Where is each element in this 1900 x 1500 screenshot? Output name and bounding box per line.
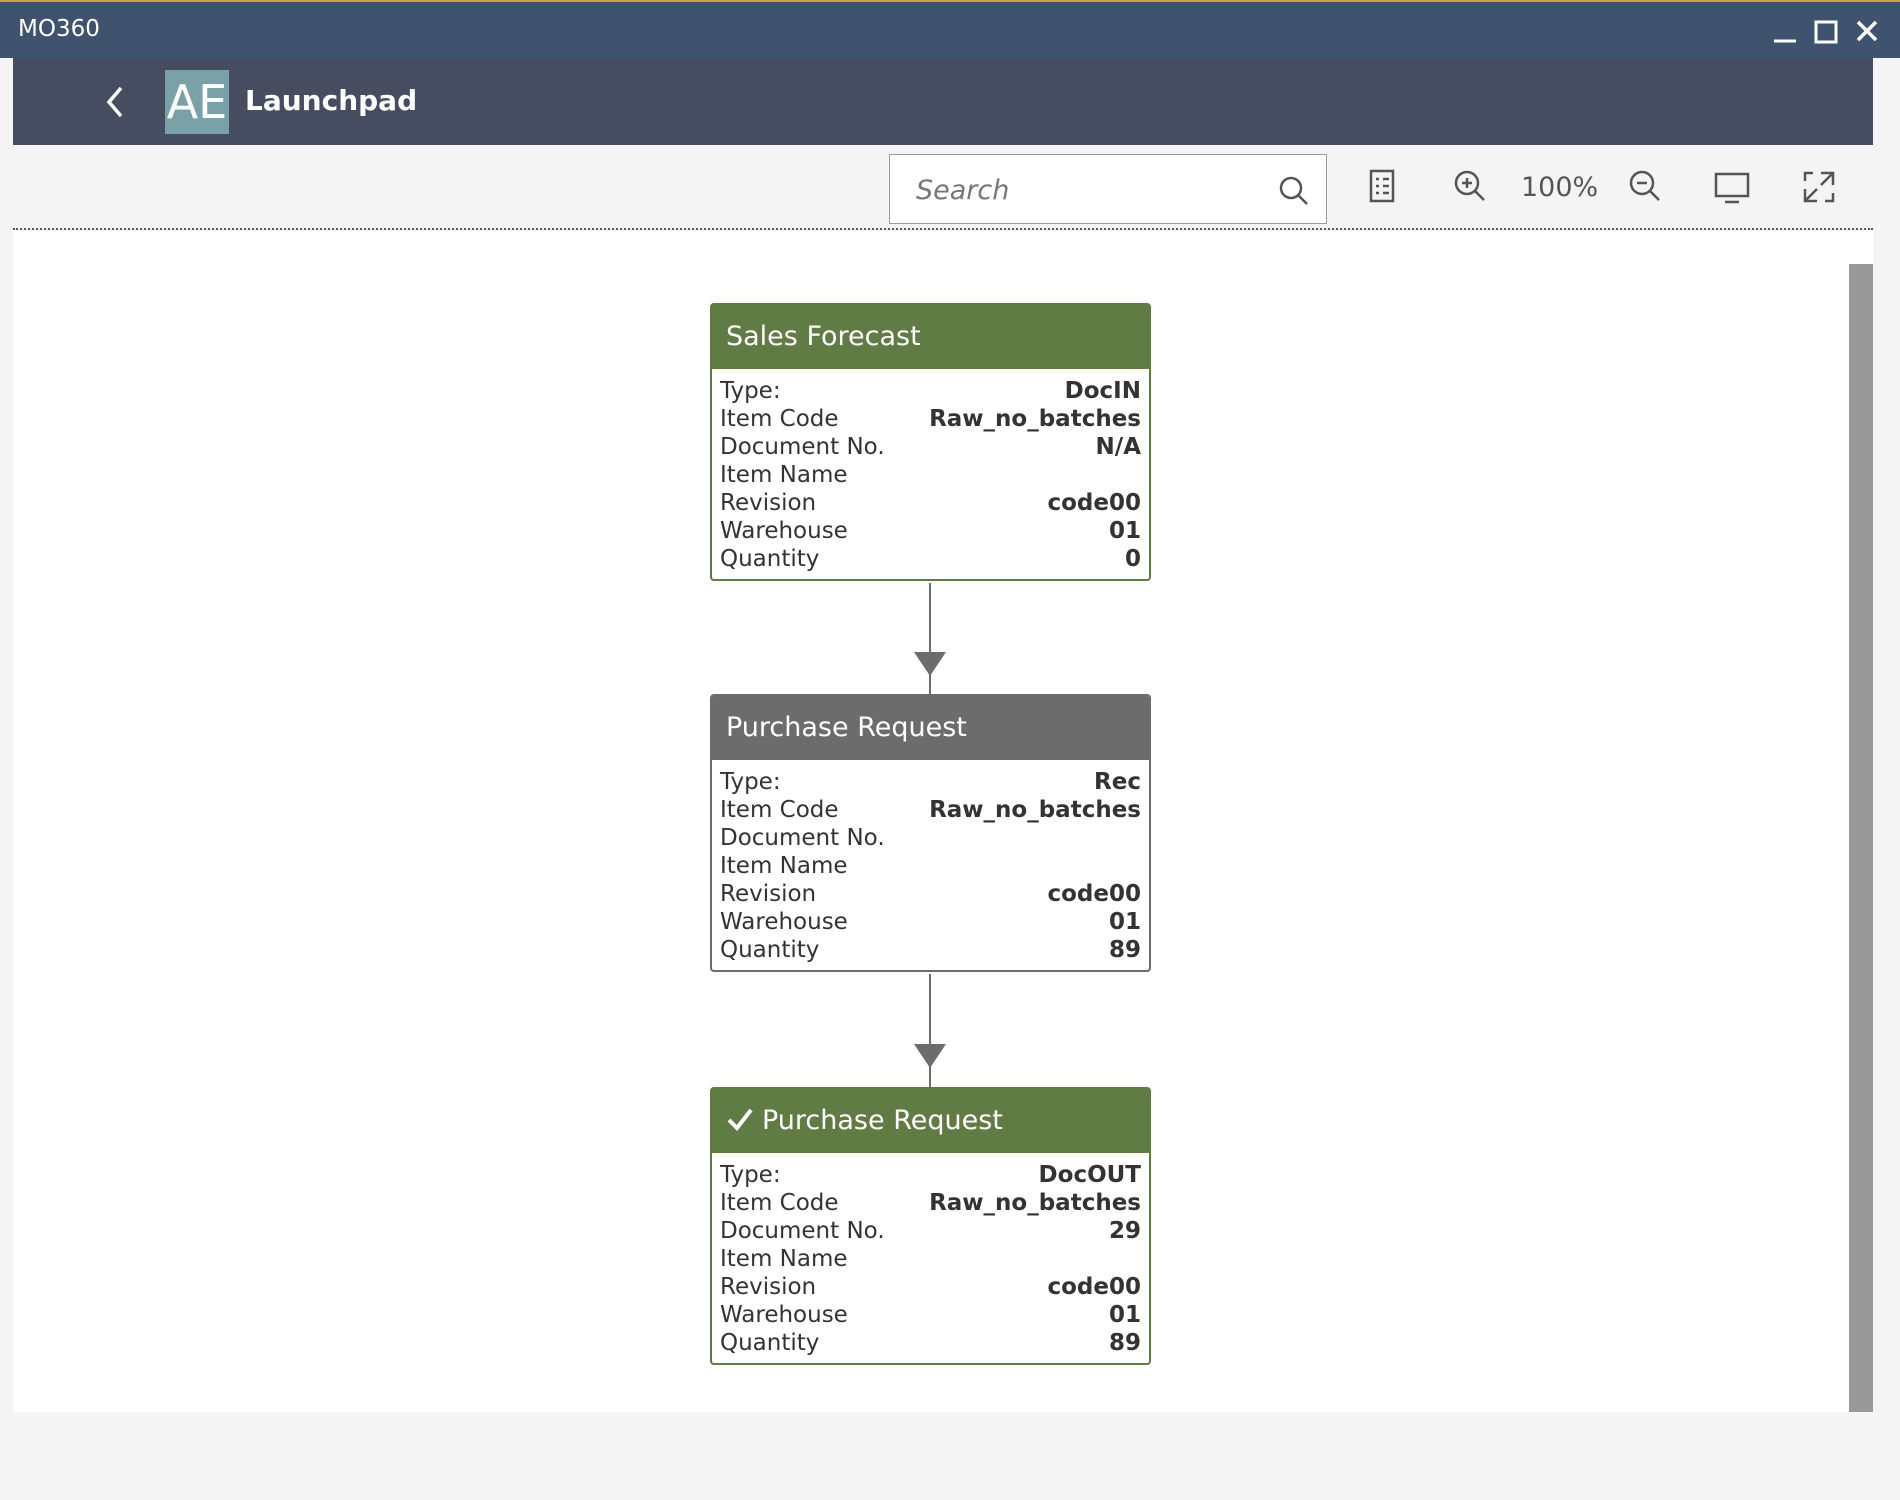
app-logo: AE [165, 70, 229, 134]
field-row: Document No. N/A [720, 433, 1141, 461]
field-value: Raw_no_batches [929, 406, 1141, 432]
window-controls [1774, 20, 1878, 44]
header-bar: AE Launchpad [13, 58, 1873, 145]
field-label: Type: [720, 378, 781, 404]
field-row: Warehouse 01 [720, 517, 1141, 545]
field-label: Document No. [720, 1218, 885, 1244]
field-row: Warehouse 01 [720, 1301, 1141, 1329]
field-value: Raw_no_batches [929, 797, 1141, 823]
field-row: Item Code Raw_no_batches [720, 405, 1141, 433]
field-label: Item Name [720, 853, 848, 879]
field-label: Type: [720, 769, 781, 795]
header-title[interactable]: Launchpad [245, 84, 418, 117]
zoom-in-button[interactable] [1453, 169, 1487, 203]
field-value: DocOUT [1038, 1162, 1141, 1188]
field-row: Document No. [720, 824, 1141, 852]
node-body: Type: DocOUT Item Code Raw_no_batches Docume… [712, 1153, 1149, 1363]
flow-node[interactable]: Sales Forecast Type: DocIN Item Code Raw_no_… [710, 303, 1151, 581]
flow-node[interactable]: Purchase Request Type: DocOUT Item Code Raw_… [710, 1087, 1151, 1365]
field-label: Quantity [720, 546, 820, 572]
field-row: Item Code Raw_no_batches [720, 1189, 1141, 1217]
node-header: Purchase Request [712, 1089, 1149, 1153]
field-row: Type: DocIN [720, 377, 1141, 405]
field-label: Revision [720, 1274, 817, 1300]
field-value: 0 [1124, 546, 1141, 572]
field-row: Item Code Raw_no_batches [720, 796, 1141, 824]
field-label: Document No. [720, 825, 885, 851]
field-label: Warehouse [720, 518, 848, 544]
toolbar: Search 100% [13, 145, 1873, 230]
field-row: Revision code00 [720, 880, 1141, 908]
field-row: Item Name [720, 461, 1141, 489]
field-row: Quantity 89 [720, 936, 1141, 964]
node-header: Purchase Request [712, 696, 1149, 760]
field-label: Revision [720, 881, 817, 907]
field-label: Warehouse [720, 909, 848, 935]
fullscreen-button[interactable] [1801, 169, 1837, 205]
search-placeholder: Search [916, 175, 1010, 206]
field-label: Document No. [720, 434, 885, 460]
window-title: MO360 [18, 16, 100, 42]
field-value: Rec [1094, 769, 1141, 795]
field-row: Quantity 0 [720, 545, 1141, 573]
field-label: Item Code [720, 1190, 839, 1216]
field-value: 89 [1108, 1330, 1141, 1356]
field-label: Quantity [720, 937, 820, 963]
field-label: Item Code [720, 797, 839, 823]
diagram-canvas: Sales Forecast Type: DocIN Item Code Raw_no_… [13, 230, 1873, 1412]
field-value: N/A [1095, 434, 1141, 460]
field-value: code00 [1047, 490, 1141, 516]
field-label: Warehouse [720, 1302, 848, 1328]
flow-node[interactable]: Purchase Request Type: Rec Item Code Raw_no_… [710, 694, 1151, 972]
back-button[interactable] [103, 84, 127, 120]
field-row: Item Name [720, 1245, 1141, 1273]
field-label: Type: [720, 1162, 781, 1188]
title-bar: MO360 [0, 0, 1900, 58]
check-icon [727, 1108, 753, 1132]
field-value: 01 [1108, 1302, 1141, 1328]
field-label: Revision [720, 490, 817, 516]
zoom-level: 100% [1521, 172, 1599, 203]
node-body: Type: Rec Item Code Raw_no_batches Document … [712, 760, 1149, 970]
fit-screen-button[interactable] [1713, 171, 1751, 205]
field-value: 89 [1108, 937, 1141, 963]
field-label: Item Name [720, 462, 848, 488]
field-row: Document No. 29 [720, 1217, 1141, 1245]
close-button[interactable] [1856, 20, 1878, 42]
field-row: Type: Rec [720, 768, 1141, 796]
field-value: Raw_no_batches [929, 1190, 1141, 1216]
field-label: Item Name [720, 1246, 848, 1272]
field-label: Quantity [720, 1330, 820, 1356]
field-value: 01 [1108, 909, 1141, 935]
node-title: Purchase Request [726, 712, 967, 743]
field-row: Type: DocOUT [720, 1161, 1141, 1189]
arrow-head [914, 652, 946, 676]
zoom-out-button[interactable] [1628, 169, 1662, 203]
connectors [914, 583, 946, 1087]
field-label: Item Code [720, 406, 839, 432]
arrow-head [914, 1044, 946, 1068]
field-row: Item Name [720, 852, 1141, 880]
node-title: Purchase Request [762, 1105, 1003, 1136]
field-row: Revision code00 [720, 489, 1141, 517]
field-row: Warehouse 01 [720, 908, 1141, 936]
legend-button[interactable] [1367, 169, 1399, 205]
field-row: Quantity 89 [720, 1329, 1141, 1357]
search-box[interactable]: Search [889, 154, 1327, 224]
field-value: DocIN [1064, 378, 1141, 404]
scrollbar[interactable] [1849, 264, 1873, 1412]
field-value: 29 [1108, 1218, 1141, 1244]
maximize-button[interactable] [1814, 20, 1838, 44]
node-header: Sales Forecast [712, 305, 1149, 369]
field-value: code00 [1047, 1274, 1141, 1300]
field-row: Revision code00 [720, 1273, 1141, 1301]
field-value: code00 [1047, 881, 1141, 907]
search-icon[interactable] [1278, 175, 1310, 207]
node-body: Type: DocIN Item Code Raw_no_batches Documen… [712, 369, 1149, 579]
field-value: 01 [1108, 518, 1141, 544]
node-title: Sales Forecast [726, 321, 921, 352]
